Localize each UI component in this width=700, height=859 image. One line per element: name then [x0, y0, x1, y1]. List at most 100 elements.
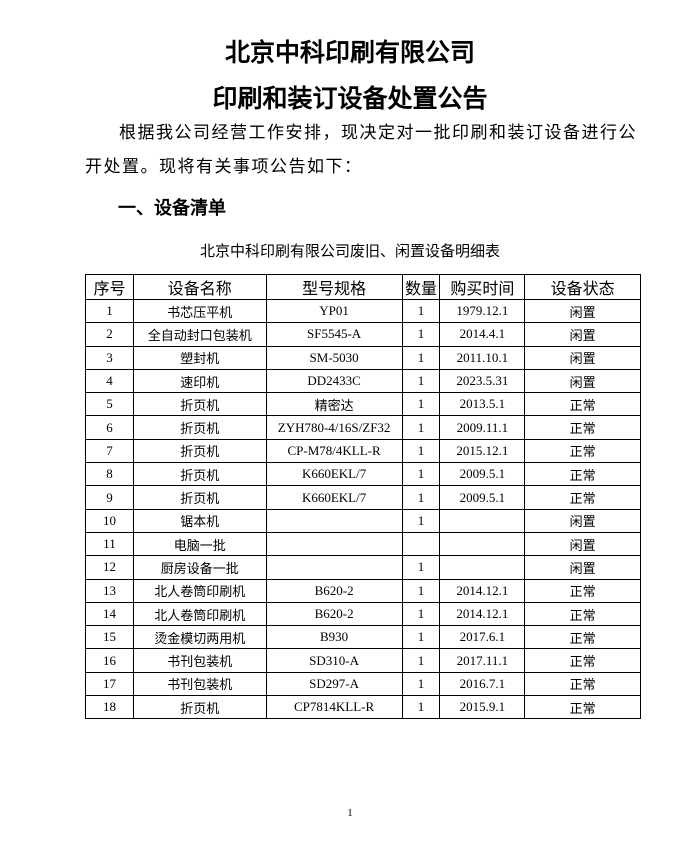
table-cell: 1 [85, 298, 134, 324]
table-row: 5 折页机 精密达 1 2013.5.1 正常 [85, 392, 641, 417]
table-cell: K660EKL/7 [265, 485, 403, 510]
table-row: 11 电脑一批 闲置 [85, 531, 641, 557]
table-cell: 正常 [524, 415, 641, 440]
table-cell: 1 [401, 601, 441, 627]
table-cell: 折页机 [132, 438, 267, 464]
table-cell: 1 [401, 671, 441, 697]
table-cell: 书刊包装机 [132, 648, 267, 673]
table-row: 3 塑封机 SM-5030 1 2011.10.1 闲置 [85, 345, 641, 370]
table-cell: 正常 [524, 695, 641, 720]
table-cell: 17 [85, 671, 134, 697]
table-cell: 18 [85, 695, 134, 720]
table-row: 16 书刊包装机 SD310-A 1 2017.11.1 正常 [85, 648, 641, 673]
table-cell: 1 [401, 625, 441, 650]
table-row: 9 折页机 K660EKL/7 1 2009.5.1 正常 [85, 485, 641, 510]
table-cell: 2011.10.1 [439, 345, 526, 370]
table-cell: 北人卷筒印刷机 [132, 578, 267, 603]
table-cell: 1 [401, 648, 441, 673]
table-cell: 1979.12.1 [439, 298, 526, 324]
table-cell: 厨房设备一批 [132, 555, 267, 580]
table-cell: 1 [401, 345, 441, 370]
table-cell: SD297-A [265, 671, 403, 697]
table-row: 12 厨房设备一批 1 闲置 [85, 555, 641, 580]
column-header: 序号 [85, 274, 134, 300]
table-cell: 2023.5.31 [439, 368, 526, 394]
equipment-table: 序号 设备名称 型号规格 数量 购买时间 设备状态 1 书芯压平机 YP01 1 1979.12.… [85, 274, 641, 720]
table-cell: CP-M78/4KLL-R [265, 438, 403, 464]
table-row: 14 北人卷筒印刷机 B620-2 1 2014.12.1 正常 [85, 601, 641, 627]
table-cell: 1 [401, 438, 441, 464]
table-cell: 9 [85, 485, 134, 510]
table-cell [439, 531, 526, 557]
table-cell: CP7814KLL-R [265, 695, 403, 720]
table-cell: 北人卷筒印刷机 [132, 601, 267, 627]
table-cell: 正常 [524, 671, 641, 697]
table-cell: YP01 [265, 298, 403, 324]
table-header-row: 序号 设备名称 型号规格 数量 购买时间 设备状态 [85, 274, 641, 300]
table-cell: 3 [85, 345, 134, 370]
intro-paragraph: 根据我公司经营工作安排，现决定对一批印刷和装订设备进行公开处置。现将有关事项公告… [85, 123, 637, 176]
table-cell: 2015.12.1 [439, 438, 526, 464]
column-header: 设备状态 [524, 274, 641, 300]
table-cell: SF5545-A [265, 322, 403, 347]
table-cell: 闲置 [524, 298, 641, 324]
table-cell: K660EKL/7 [265, 462, 403, 487]
table-cell: 16 [85, 648, 134, 673]
table-cell: 正常 [524, 462, 641, 487]
table-cell: 2009.5.1 [439, 462, 526, 487]
table-row: 13 北人卷筒印刷机 B620-2 1 2014.12.1 正常 [85, 578, 641, 603]
table-cell: 8 [85, 462, 134, 487]
table-cell: 折页机 [132, 695, 267, 720]
page-number: 1 [347, 807, 353, 819]
table-cell: 2016.7.1 [439, 671, 526, 697]
table-cell: 1 [401, 298, 441, 324]
table-cell: 闲置 [524, 531, 641, 557]
table-cell: 塑封机 [132, 345, 267, 370]
table-row: 7 折页机 CP-M78/4KLL-R 1 2015.12.1 正常 [85, 438, 641, 464]
table-cell: 2013.5.1 [439, 392, 526, 417]
table-cell: 7 [85, 438, 134, 464]
table-cell: 2014.12.1 [439, 578, 526, 603]
table-cell: 2015.9.1 [439, 695, 526, 720]
table-cell: 正常 [524, 578, 641, 603]
table-cell: 2017.11.1 [439, 648, 526, 673]
table-row: 1 书芯压平机 YP01 1 1979.12.1 闲置 [85, 298, 641, 324]
table-cell: SD310-A [265, 648, 403, 673]
table-cell: 1 [401, 508, 441, 533]
table-cell: 正常 [524, 485, 641, 510]
table-cell: 闲置 [524, 322, 641, 347]
section-heading: 一、设备清单 [118, 198, 226, 218]
table-cell: 1 [401, 485, 441, 510]
table-caption: 北京中科印刷有限公司废旧、闲置设备明细表 [199, 244, 500, 260]
table-cell: 折页机 [132, 485, 267, 510]
table-cell: 1 [401, 392, 441, 417]
table-cell: 12 [85, 555, 134, 580]
table-cell: 1 [401, 578, 441, 603]
table-cell: 全自动封口包装机 [132, 322, 267, 347]
table-cell: 1 [401, 462, 441, 487]
table-cell: 闲置 [524, 368, 641, 394]
table-row: 18 折页机 CP7814KLL-R 1 2015.9.1 正常 [85, 695, 641, 720]
table-cell: 2017.6.1 [439, 625, 526, 650]
table-cell [265, 531, 403, 557]
table-row: 8 折页机 K660EKL/7 1 2009.5.1 正常 [85, 462, 641, 487]
table-cell: 正常 [524, 438, 641, 464]
table-cell [265, 508, 403, 533]
column-header: 型号规格 [265, 274, 403, 300]
table-cell: DD2433C [265, 368, 403, 394]
table-cell: 13 [85, 578, 134, 603]
table-cell: 正常 [524, 392, 641, 417]
table-cell: ZYH780-4/16S/ZF32 [265, 415, 403, 440]
table-cell: 1 [401, 555, 441, 580]
table-row: 2 全自动封口包装机 SF5545-A 1 2014.4.1 闲置 [85, 322, 641, 347]
table-cell: 10 [85, 508, 134, 533]
table-row: 15 烫金模切两用机 B930 1 2017.6.1 正常 [85, 625, 641, 650]
table-cell [439, 508, 526, 533]
table-cell [401, 531, 441, 557]
table-cell: 闲置 [524, 508, 641, 533]
table-cell: 5 [85, 392, 134, 417]
table-cell: 14 [85, 601, 134, 627]
table-cell: 书刊包装机 [132, 671, 267, 697]
table-cell: B620-2 [265, 578, 403, 603]
table-cell: 1 [401, 322, 441, 347]
